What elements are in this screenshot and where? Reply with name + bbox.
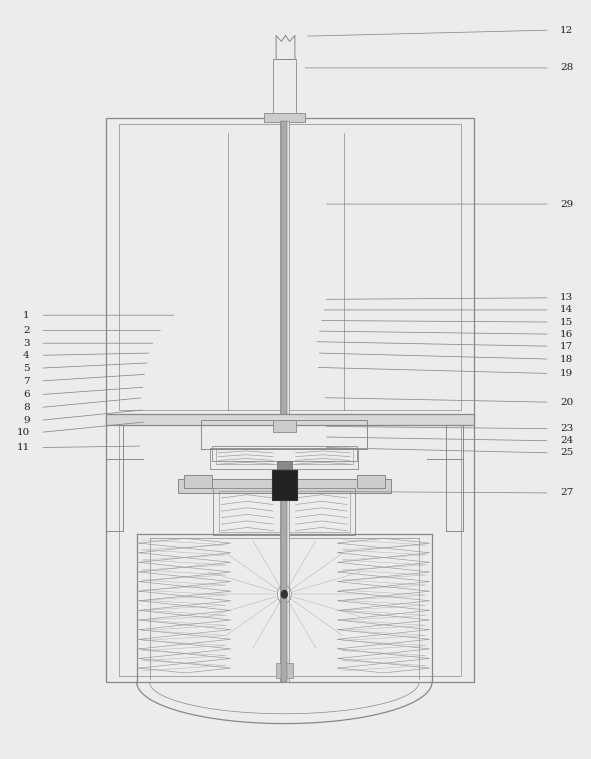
Text: 4: 4	[23, 351, 30, 360]
Bar	[202, 420, 367, 449]
Bar	[280, 121, 289, 419]
Text: 2: 2	[23, 326, 30, 335]
Text: 10: 10	[17, 428, 30, 437]
Bar	[106, 419, 475, 682]
Text: 23: 23	[560, 424, 573, 433]
Bar	[277, 461, 292, 469]
Text: 13: 13	[560, 293, 573, 302]
Text: 20: 20	[560, 398, 573, 407]
Bar	[119, 425, 462, 676]
Bar	[272, 471, 297, 500]
Text: 28: 28	[560, 64, 573, 72]
Bar	[184, 475, 212, 488]
Bar	[273, 420, 296, 433]
Bar	[446, 421, 463, 531]
Text: 25: 25	[560, 449, 573, 458]
Bar	[264, 113, 305, 122]
Text: 27: 27	[560, 489, 573, 497]
Bar	[106, 414, 475, 425]
Text: 14: 14	[560, 305, 573, 314]
Bar	[213, 488, 356, 535]
Bar	[272, 59, 296, 118]
Text: 5: 5	[23, 364, 30, 373]
Bar	[106, 421, 122, 531]
Bar	[281, 121, 287, 419]
Text: 1: 1	[23, 310, 30, 320]
Text: 24: 24	[560, 436, 573, 446]
Bar	[280, 494, 289, 682]
Text: 18: 18	[560, 354, 573, 364]
Bar	[212, 446, 357, 461]
Bar	[281, 494, 287, 682]
Text: 8: 8	[23, 403, 30, 412]
Text: 16: 16	[560, 329, 573, 339]
Text: 9: 9	[23, 416, 30, 425]
Text: 6: 6	[23, 390, 30, 399]
Text: 29: 29	[560, 200, 573, 209]
Bar	[178, 480, 391, 493]
Bar	[219, 491, 350, 532]
Bar	[357, 475, 385, 488]
Text: 3: 3	[23, 339, 30, 348]
Text: 15: 15	[560, 317, 573, 326]
Circle shape	[281, 591, 287, 598]
Bar	[216, 449, 353, 465]
Text: 12: 12	[560, 26, 573, 35]
Bar	[275, 663, 293, 679]
Bar	[106, 118, 475, 419]
Bar	[119, 124, 462, 410]
Text: 11: 11	[17, 443, 30, 452]
Text: 19: 19	[560, 369, 573, 378]
Text: 7: 7	[23, 376, 30, 386]
Bar	[210, 448, 358, 469]
Text: 17: 17	[560, 342, 573, 351]
